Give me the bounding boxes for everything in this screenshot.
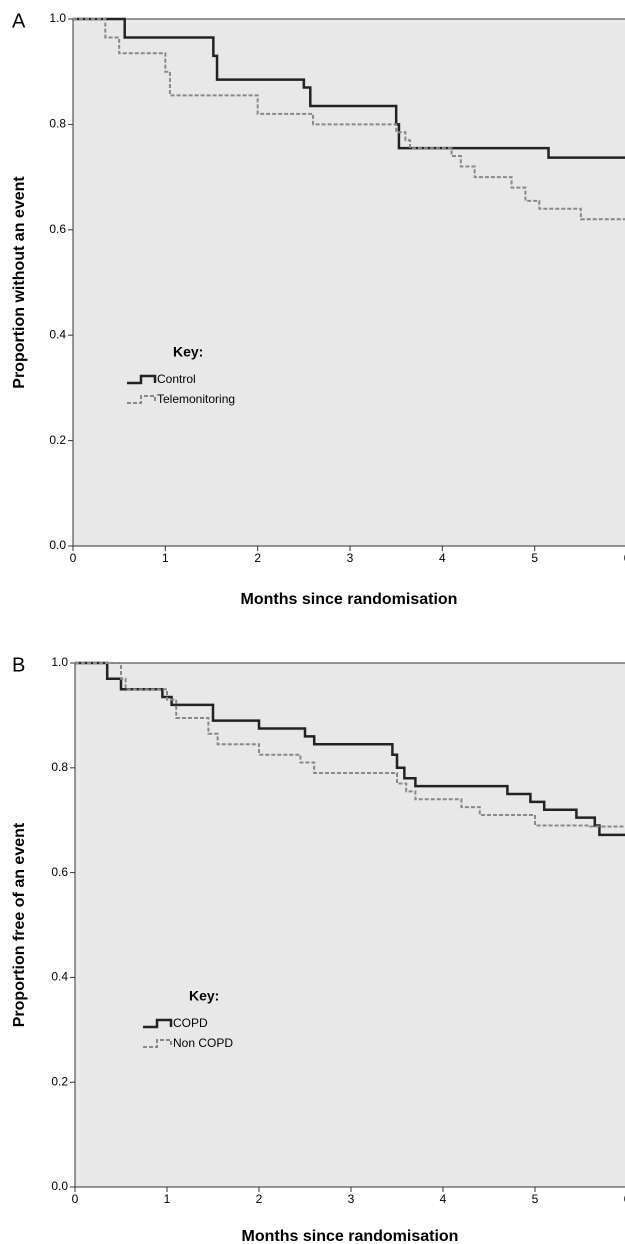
legend-label: Non COPD [173, 1036, 233, 1050]
x-tick-label: 5 [532, 1192, 539, 1206]
legend-symbol [127, 395, 156, 404]
x-tick-label: 3 [348, 1192, 355, 1206]
legend-label: Control [157, 372, 196, 386]
x-tick-label: 5 [531, 551, 538, 565]
plot-area [72, 18, 625, 547]
x-tick-label: 4 [439, 551, 446, 565]
legend-title: Key: [189, 988, 219, 1004]
survival-line [73, 18, 625, 221]
x-tick-label: 4 [440, 1192, 447, 1206]
x-tick-label: 2 [254, 551, 261, 565]
survival-line [75, 661, 625, 837]
x-tick-label: 3 [347, 551, 354, 565]
x-tick-label: 0 [72, 1192, 79, 1206]
y-tick-label: 0.8 [51, 760, 68, 774]
legend-label: COPD [173, 1016, 208, 1030]
survival-line [75, 662, 625, 828]
y-tick-label: 1.0 [49, 11, 66, 25]
panel-label: B [12, 654, 25, 676]
y-axis-title: Proportion without an event [11, 176, 28, 389]
x-tick-label: 2 [256, 1192, 263, 1206]
x-tick-label: 6 [624, 1192, 625, 1206]
plot-area [74, 662, 625, 1188]
x-tick-label: 1 [164, 1192, 171, 1206]
y-tick-label: 0.0 [51, 1179, 68, 1193]
y-tick-label: 0.2 [51, 1074, 68, 1088]
y-axis-title: Proportion free of an event [11, 822, 28, 1027]
y-tick-label: 1.0 [51, 655, 68, 669]
y-tick-label: 0.4 [51, 970, 68, 984]
legend-symbol [143, 1039, 172, 1048]
survival-line [73, 17, 625, 159]
x-tick-label: 6 [624, 551, 625, 565]
y-tick-label: 0.4 [49, 327, 66, 341]
y-tick-label: 0.8 [49, 117, 66, 131]
x-axis-title: Months since randomisation [242, 1228, 459, 1244]
legend-label: Telemonitoring [157, 392, 235, 406]
legend-symbol [127, 374, 157, 385]
panel-label: A [12, 10, 26, 32]
legend-symbol [143, 1018, 173, 1029]
y-tick-label: 0.6 [49, 222, 66, 236]
y-tick-label: 0.6 [51, 865, 68, 879]
x-tick-label: 1 [162, 551, 169, 565]
x-axis-title: Months since randomisation [241, 591, 458, 608]
x-tick-label: 0 [70, 551, 77, 565]
legend-title: Key: [173, 344, 203, 360]
y-tick-label: 0.2 [49, 433, 66, 447]
y-tick-label: 0.0 [49, 538, 66, 552]
